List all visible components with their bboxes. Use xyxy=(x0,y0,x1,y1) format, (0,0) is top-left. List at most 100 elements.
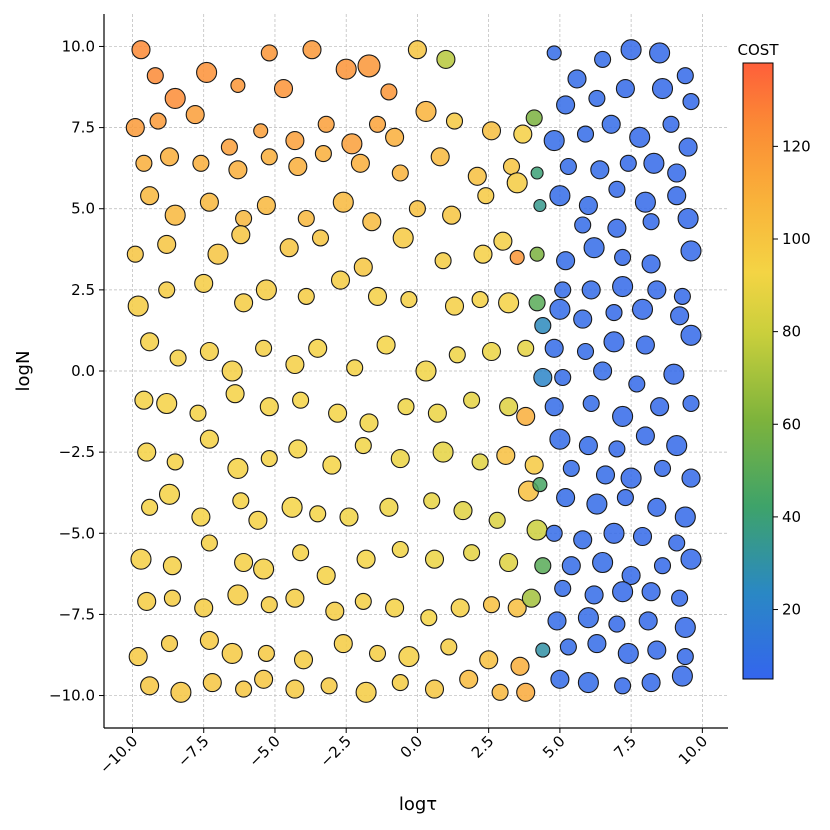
data-point xyxy=(506,172,528,194)
data-point xyxy=(533,367,553,388)
data-point xyxy=(293,650,314,670)
colorbar-gradient xyxy=(742,62,774,680)
data-point xyxy=(647,497,667,517)
data-point xyxy=(619,154,637,172)
data-point xyxy=(424,679,445,699)
data-point xyxy=(390,449,410,469)
data-point xyxy=(194,598,214,618)
x-tick-label: −10.0 xyxy=(96,732,141,777)
x-axis-label: logτ xyxy=(399,794,437,815)
data-point xyxy=(415,360,437,382)
data-point xyxy=(592,551,614,574)
data-point xyxy=(680,324,702,346)
data-point xyxy=(297,209,315,228)
x-tick-label: 2.5 xyxy=(468,732,498,762)
data-point xyxy=(642,213,660,231)
data-point xyxy=(587,634,607,654)
data-point xyxy=(407,40,427,60)
data-point xyxy=(346,359,364,377)
data-point xyxy=(631,298,654,320)
data-point xyxy=(253,123,269,139)
data-point xyxy=(423,492,441,510)
data-point xyxy=(221,642,243,664)
x-tick-label: −2.5 xyxy=(317,732,355,770)
data-point xyxy=(297,287,315,305)
data-point xyxy=(166,453,184,471)
data-point xyxy=(194,273,214,293)
data-point xyxy=(279,238,299,258)
data-point xyxy=(667,186,687,206)
data-point xyxy=(385,127,405,147)
colorbar-tick-label: 100 xyxy=(782,230,811,248)
data-point xyxy=(391,164,409,182)
data-point xyxy=(678,137,698,157)
data-point xyxy=(392,227,414,249)
data-point xyxy=(169,349,187,367)
data-point xyxy=(502,157,521,176)
data-point xyxy=(427,403,447,423)
data-point xyxy=(513,124,533,144)
data-point xyxy=(354,592,372,610)
data-point xyxy=(516,406,536,426)
data-point xyxy=(385,598,405,618)
data-point xyxy=(367,286,388,306)
data-point xyxy=(601,114,621,134)
data-point xyxy=(135,154,153,172)
data-point xyxy=(617,642,639,664)
x-tick-label: 10.0 xyxy=(675,732,711,768)
data-point xyxy=(232,492,250,510)
data-point xyxy=(253,558,275,580)
data-point xyxy=(248,510,268,530)
data-point xyxy=(332,191,354,213)
data-point xyxy=(432,441,454,463)
data-point xyxy=(350,153,370,173)
y-tick-label: 5.0 xyxy=(71,200,95,218)
y-tick-label: 7.5 xyxy=(71,119,95,137)
data-point xyxy=(376,335,396,355)
y-axis-label: logN xyxy=(13,351,34,392)
x-tick-label: −7.5 xyxy=(174,732,212,770)
data-point xyxy=(680,240,702,262)
colorbar-tick-label: 20 xyxy=(782,601,801,619)
data-point xyxy=(339,507,359,527)
data-point xyxy=(662,115,680,133)
y-tick-label: −10.0 xyxy=(49,687,95,705)
data-point xyxy=(353,257,373,277)
data-point xyxy=(663,363,685,385)
data-point xyxy=(448,346,466,364)
y-tick-label: 0.0 xyxy=(71,362,95,380)
data-point xyxy=(528,294,546,312)
y-ticks: −10.0 −7.5 −5.0 −2.5 0.0 2.5 5.0 7.5 10.0 xyxy=(49,37,104,705)
data-point xyxy=(628,375,646,393)
data-point xyxy=(620,39,642,61)
data-point xyxy=(137,442,157,462)
data-point xyxy=(285,131,305,151)
data-point xyxy=(567,69,587,89)
data-point xyxy=(671,665,693,687)
data-point xyxy=(643,152,665,174)
data-point xyxy=(554,368,572,387)
data-point xyxy=(158,483,181,505)
data-point xyxy=(325,601,345,621)
data-point xyxy=(317,115,335,133)
data-point xyxy=(256,195,276,216)
data-point xyxy=(285,588,305,608)
data-point xyxy=(674,616,696,638)
x-tick-label: 0.0 xyxy=(397,732,427,762)
data-point xyxy=(576,125,595,143)
data-point xyxy=(544,338,564,358)
data-point xyxy=(140,186,160,206)
data-point xyxy=(322,455,342,475)
data-point xyxy=(615,79,635,99)
data-point xyxy=(647,640,667,660)
data-point xyxy=(234,293,254,313)
data-point xyxy=(281,496,303,518)
data-point xyxy=(453,501,473,521)
data-point xyxy=(140,676,160,696)
data-point xyxy=(559,638,577,656)
data-point xyxy=(562,459,580,477)
data-point xyxy=(355,681,377,703)
data-point xyxy=(308,338,328,358)
data-point xyxy=(335,58,357,80)
